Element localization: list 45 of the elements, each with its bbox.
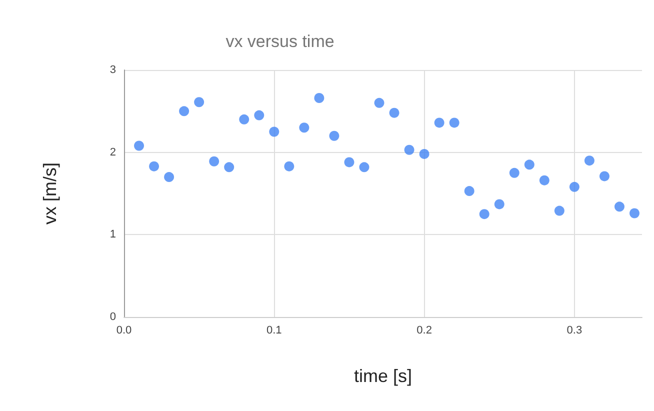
point [584, 156, 594, 166]
point [149, 161, 160, 172]
point [630, 208, 640, 218]
point [599, 171, 610, 182]
point [389, 108, 400, 118]
point [299, 122, 310, 133]
x-tick-label: 0.0 [116, 324, 132, 336]
x-axis-title: time [s] [354, 366, 412, 386]
point [509, 168, 520, 178]
point [434, 118, 444, 128]
y-tick-label: 0 [110, 311, 116, 323]
x-tick-label: 0.3 [566, 324, 582, 336]
point [614, 202, 624, 212]
point [479, 209, 490, 220]
point [329, 130, 340, 141]
point [344, 157, 354, 168]
point [464, 186, 474, 196]
point [359, 162, 370, 172]
y-tick-label: 2 [110, 146, 116, 158]
point [404, 144, 414, 155]
point [569, 182, 580, 192]
point [554, 206, 564, 216]
point [239, 114, 250, 124]
point [494, 199, 504, 210]
point [179, 106, 190, 116]
point [539, 175, 550, 186]
point [254, 110, 264, 120]
point [194, 97, 204, 108]
point [269, 126, 280, 137]
y-tick-label: 1 [110, 228, 116, 241]
point [284, 161, 294, 172]
point [374, 98, 384, 108]
y-axis-title: vx [m/s] [40, 162, 60, 224]
x-tick-label: 0.2 [416, 324, 432, 336]
point [314, 92, 324, 103]
y-tick-label: 3 [110, 64, 116, 76]
point [164, 172, 174, 182]
point [224, 162, 234, 172]
point [209, 156, 220, 166]
point [419, 148, 430, 159]
point [134, 140, 144, 151]
chart-title: vx versus time [226, 32, 334, 51]
point [449, 118, 460, 128]
point [524, 160, 534, 170]
x-tick-label: 0.1 [266, 324, 282, 336]
